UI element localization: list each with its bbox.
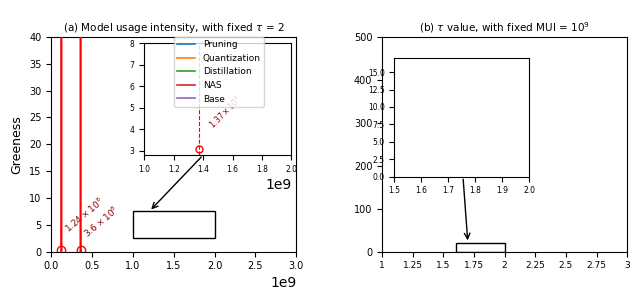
Legend: Pruning, Quantization, Distillation, NAS, Base: Pruning, Quantization, Distillation, NAS… (173, 37, 264, 107)
Y-axis label: Greeness: Greeness (10, 115, 24, 174)
Title: (a) Model usage intensity, with fixed $\tau$ = 2: (a) Model usage intensity, with fixed $\… (63, 21, 285, 35)
Bar (133, 212, 214, 238)
Text: $3.6\times10^8$: $3.6\times10^8$ (81, 204, 122, 240)
Title: (b) $\tau$ value, with fixed MUI = $10^9$: (b) $\tau$ value, with fixed MUI = $10^9… (419, 20, 590, 35)
Text: $1.24\times10^8$: $1.24\times10^8$ (62, 195, 107, 235)
Bar (456, 243, 505, 252)
